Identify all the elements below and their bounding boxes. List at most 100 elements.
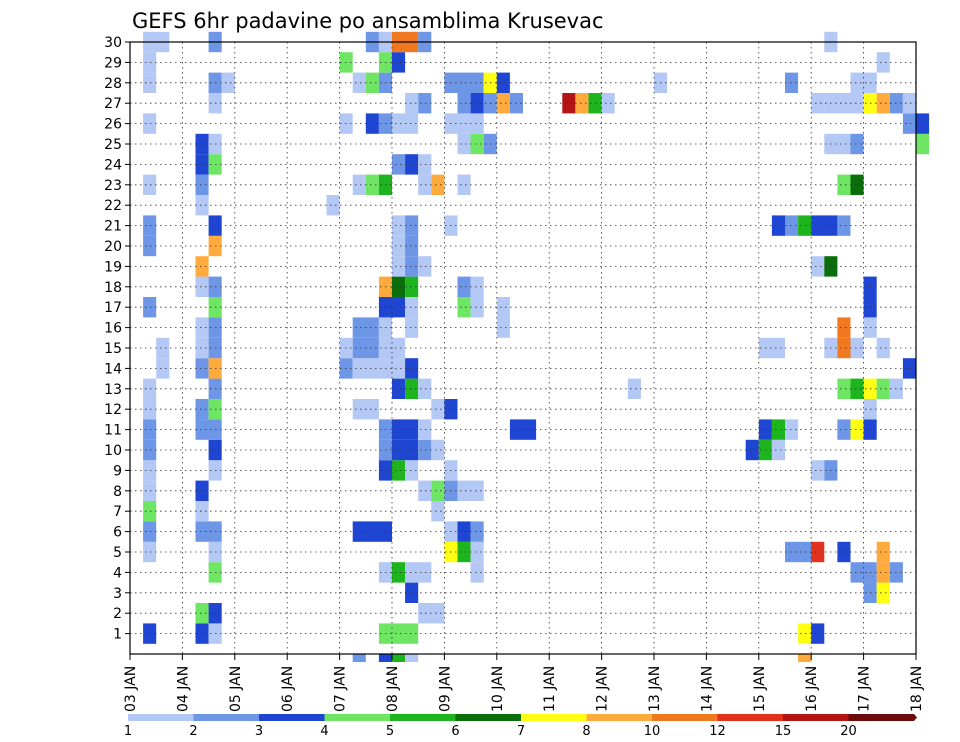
heatmap-cell xyxy=(195,399,209,420)
x-tick-label: 15 JAN xyxy=(752,666,768,712)
y-tick-label: 1 xyxy=(113,627,122,643)
x-tick-label: 13 JAN xyxy=(647,666,663,712)
y-tick-label: 11 xyxy=(104,423,122,439)
heatmap-cell xyxy=(811,460,825,481)
y-tick-label: 25 xyxy=(104,137,122,153)
heatmap-cell xyxy=(195,317,209,338)
heatmap-cell xyxy=(850,337,864,359)
heatmap-cell xyxy=(575,93,589,114)
heatmap-cell xyxy=(195,174,209,195)
heatmap-cell xyxy=(365,113,379,134)
heatmap-cell xyxy=(876,378,890,399)
heatmap-cell xyxy=(850,174,864,195)
heatmap-cell xyxy=(418,480,432,501)
heatmap-cell xyxy=(876,52,890,73)
heatmap-cell xyxy=(837,541,851,563)
heatmap-cell xyxy=(405,154,419,175)
colorbar-swatch xyxy=(652,714,718,721)
y-tick-label: 15 xyxy=(104,341,122,357)
heatmap-cell xyxy=(496,72,510,93)
heatmap-cell xyxy=(902,93,916,114)
heatmap-cell xyxy=(771,215,785,236)
heatmap-cell xyxy=(195,501,209,522)
heatmap-cell xyxy=(352,654,366,662)
heatmap-cell xyxy=(143,419,157,440)
heatmap-cell xyxy=(365,174,379,195)
heatmap-cell xyxy=(143,72,157,93)
heatmap-cell xyxy=(143,480,157,501)
heatmap-cell xyxy=(496,297,510,318)
heatmap-cell xyxy=(444,113,484,134)
colorbar-swatch xyxy=(128,714,194,721)
heatmap-cell xyxy=(221,72,235,93)
y-tick-label: 26 xyxy=(104,117,122,133)
heatmap-cell xyxy=(811,623,825,644)
y-axis-ticks: 1234567891011121314151617181920212223242… xyxy=(104,35,130,643)
heatmap-cell xyxy=(824,133,851,155)
colorbar-label: 1 xyxy=(124,724,132,739)
heatmap-cell xyxy=(195,154,209,175)
heatmap-cell xyxy=(798,623,812,644)
x-tick-label: 12 JAN xyxy=(595,666,611,712)
heatmap-cell xyxy=(392,52,406,73)
heatmap-cell xyxy=(352,174,366,195)
y-tick-label: 10 xyxy=(104,443,122,459)
y-tick-label: 4 xyxy=(113,565,122,581)
heatmap-cell xyxy=(195,623,209,644)
x-tick-label: 05 JAN xyxy=(228,666,244,712)
y-tick-label: 24 xyxy=(104,157,122,173)
heatmap-cell xyxy=(902,113,916,134)
colorbar-label: 5 xyxy=(386,724,394,739)
heatmap-cell xyxy=(392,654,406,662)
x-tick-label: 03 JAN xyxy=(123,666,139,712)
heatmap-cell xyxy=(365,72,379,93)
heatmap-cell xyxy=(405,378,419,399)
heatmap-cell xyxy=(837,174,851,195)
colorbar-label: 15 xyxy=(775,724,792,739)
colorbar-swatch xyxy=(783,714,849,721)
heatmap-cell xyxy=(771,439,785,461)
heatmap-cell xyxy=(496,317,510,338)
heatmap-cell xyxy=(195,419,222,440)
heatmap-cell xyxy=(405,358,419,379)
heatmap-cell xyxy=(457,521,471,542)
heatmap-cell xyxy=(352,521,392,542)
heatmap-cells xyxy=(143,31,930,662)
colorbar-label: 8 xyxy=(582,724,590,739)
heatmap-cell xyxy=(902,358,916,379)
heatmap-cell xyxy=(457,276,471,297)
y-tick-label: 27 xyxy=(104,96,122,112)
heatmap-cell xyxy=(195,358,209,379)
heatmap-cell xyxy=(405,317,419,338)
y-tick-label: 13 xyxy=(104,382,122,398)
heatmap-cell xyxy=(876,93,890,114)
x-tick-label: 07 JAN xyxy=(333,666,349,712)
heatmap-cell xyxy=(392,256,406,277)
heatmap-cell xyxy=(811,215,838,236)
heatmap-cell xyxy=(405,276,419,297)
heatmap-cell xyxy=(562,93,576,114)
heatmap-cell xyxy=(837,337,851,359)
y-tick-label: 8 xyxy=(113,484,122,500)
heatmap-cell xyxy=(431,480,445,501)
heatmap-cell xyxy=(470,93,484,114)
heatmap-cell xyxy=(143,113,157,134)
x-tick-label: 08 JAN xyxy=(385,666,401,712)
heatmap-cell xyxy=(143,399,157,420)
heatmap-cell xyxy=(601,93,615,114)
colorbar-swatch xyxy=(586,714,652,721)
heatmap-cell xyxy=(143,235,157,257)
heatmap-cell xyxy=(876,541,890,563)
heatmap-cell xyxy=(457,93,471,114)
heatmap-cell xyxy=(431,439,445,461)
heatmap-cell xyxy=(392,460,406,481)
y-tick-label: 7 xyxy=(113,504,122,520)
heatmap-cell xyxy=(837,378,851,399)
heatmap-cell xyxy=(405,215,419,236)
heatmap-cell xyxy=(156,337,170,359)
heatmap-cell xyxy=(143,174,157,195)
heatmap-cell xyxy=(392,562,406,583)
colorbar-swatch xyxy=(259,714,325,721)
heatmap-cell xyxy=(143,460,157,481)
heatmap-cell xyxy=(457,174,471,195)
